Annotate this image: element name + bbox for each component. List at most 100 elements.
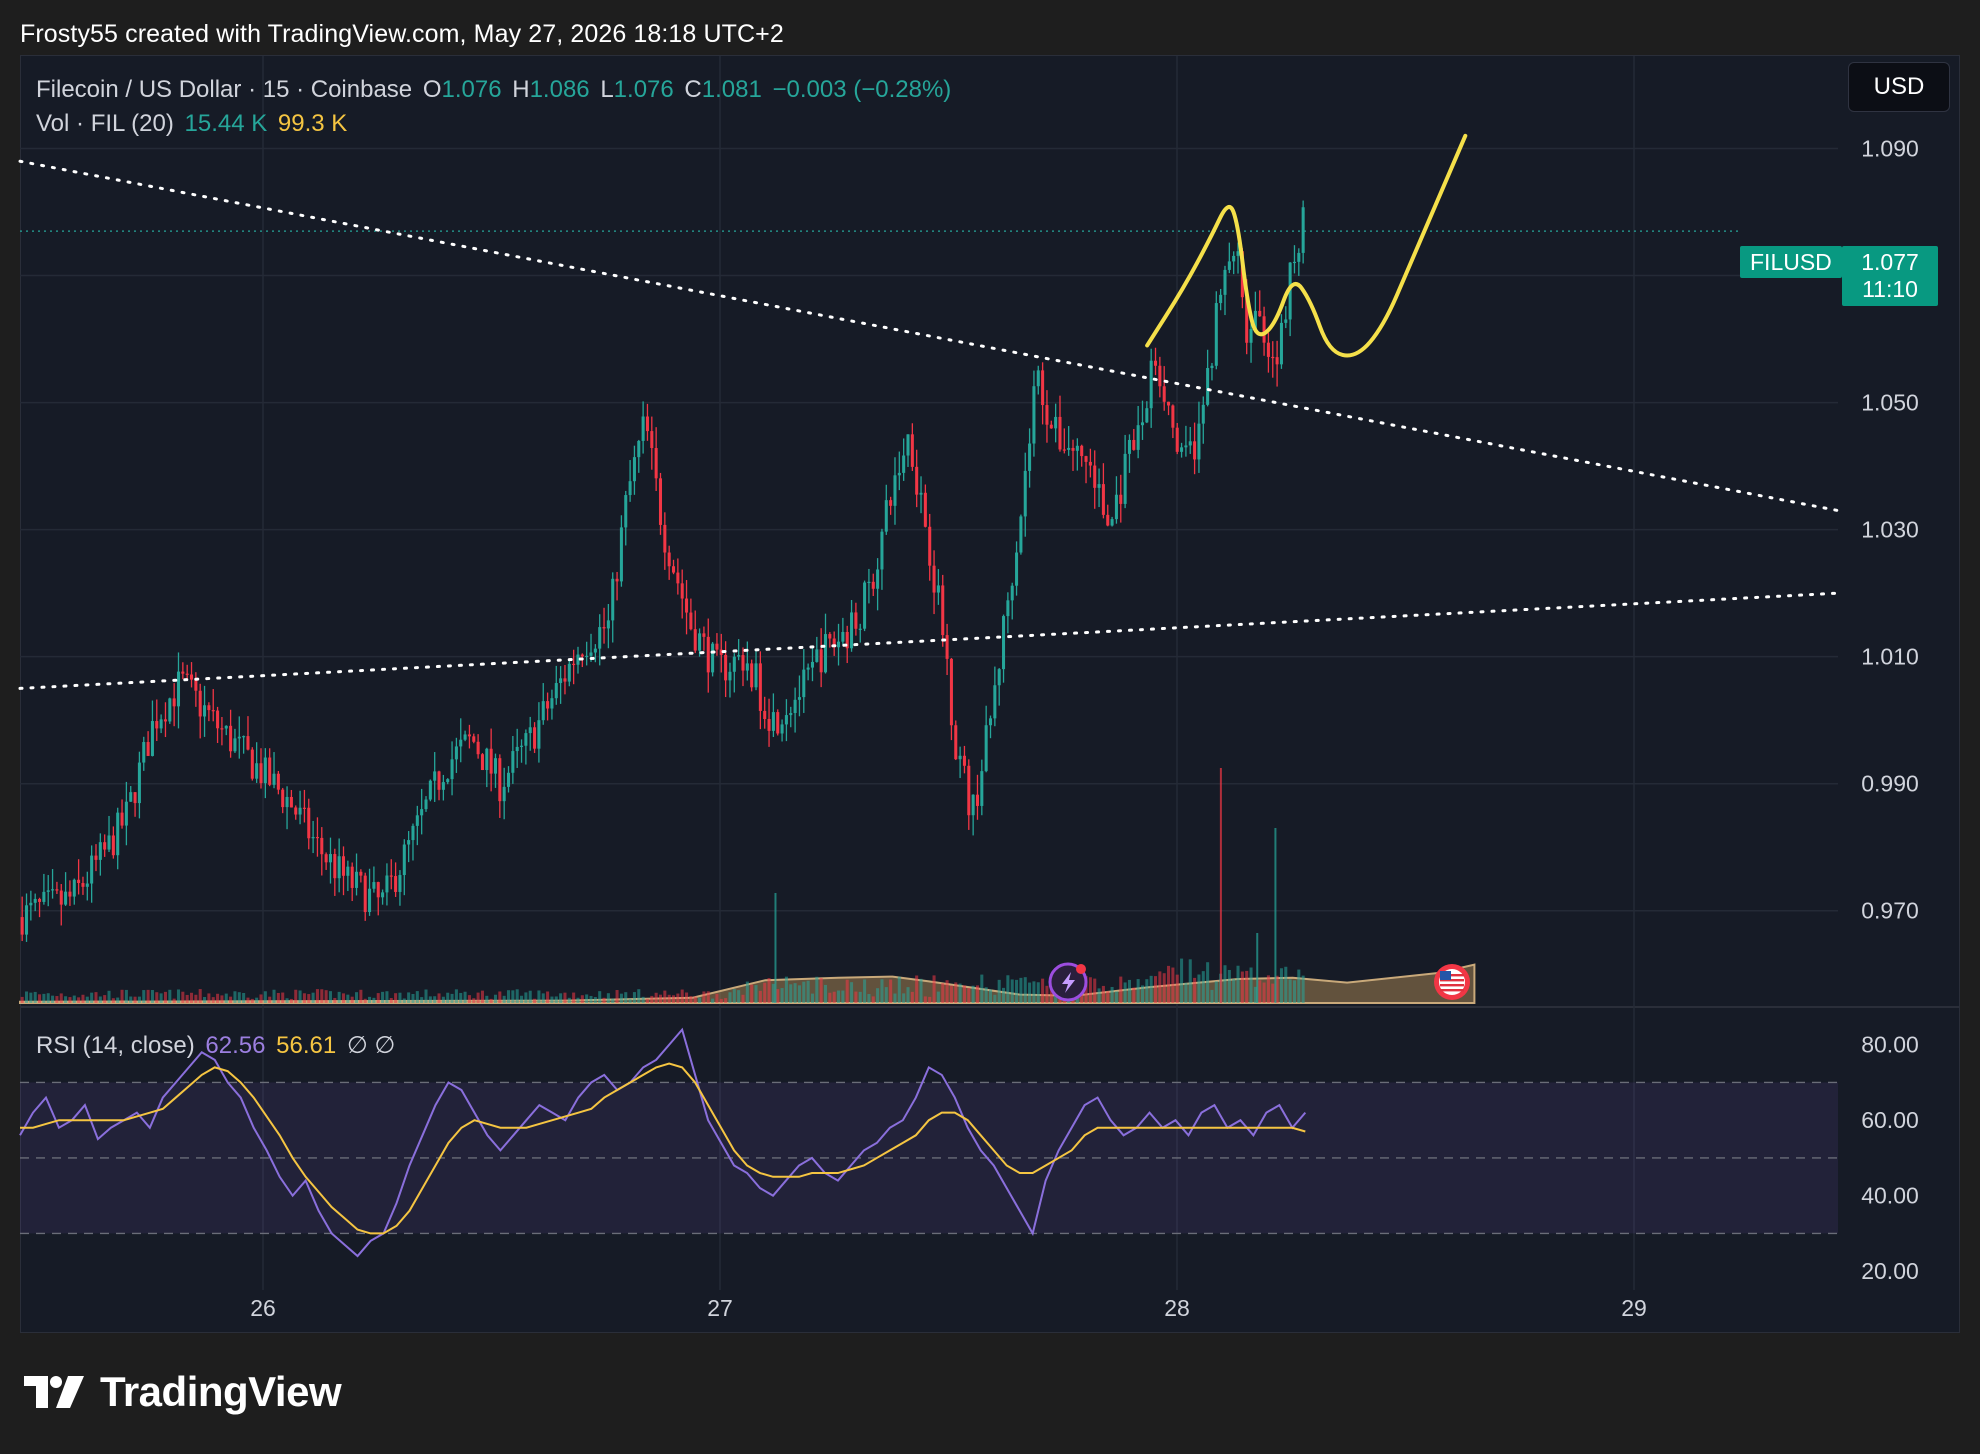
candle-body: [1271, 356, 1275, 359]
candle-body: [359, 871, 363, 876]
volume-bar: [298, 990, 302, 1003]
tradingview-brand[interactable]: TradingView: [24, 1368, 342, 1416]
candle-body: [168, 698, 172, 722]
volume-bar: [658, 994, 663, 1003]
candle-body: [754, 663, 758, 688]
candle-body: [520, 745, 524, 747]
volume-bar: [980, 974, 984, 1003]
candle-body: [615, 578, 619, 582]
candle-body: [1006, 600, 1010, 617]
volume-bar: [268, 996, 272, 1003]
volume-bar: [1149, 975, 1153, 1003]
volume-bar: [502, 995, 506, 1003]
candle-body: [246, 736, 250, 750]
candle-body: [59, 890, 63, 905]
candle-body: [815, 649, 819, 662]
volume-bar: [884, 987, 888, 1003]
volume-bar: [797, 985, 801, 1003]
candle-body: [376, 882, 380, 898]
symbol-title[interactable]: Filecoin / US Dollar · 15 · Coinbase: [36, 76, 413, 103]
candle-body: [459, 739, 463, 747]
volume-bar: [676, 993, 680, 1003]
rsi-axis-label: 40.00: [1861, 1183, 1919, 1209]
volume-label[interactable]: Vol · FIL (20): [36, 110, 174, 137]
candle-body: [1188, 441, 1192, 446]
candle-body: [1158, 365, 1162, 387]
candle-body: [337, 856, 341, 879]
volume-bar: [311, 992, 315, 1003]
candle-body: [1119, 494, 1123, 504]
rsi-label[interactable]: RSI (14, close): [36, 1032, 195, 1059]
candle-body: [645, 416, 649, 432]
candle-body: [663, 524, 667, 553]
volume-bar: [632, 992, 636, 1003]
candle-body: [355, 871, 359, 888]
candle-body: [476, 741, 480, 755]
volume-bar: [1275, 975, 1279, 1003]
volume-bar: [737, 990, 741, 1003]
candle-body: [255, 763, 259, 779]
candle-body: [980, 771, 984, 806]
volume-bar: [1297, 969, 1301, 1003]
candle-body: [1028, 443, 1032, 471]
volume-bar: [1214, 981, 1218, 1003]
candle-body: [658, 478, 663, 525]
volume-bar: [1140, 985, 1145, 1003]
volume-bar: [1249, 967, 1253, 1003]
chart-panel[interactable]: [20, 55, 1960, 1333]
candle-body: [150, 721, 154, 756]
price-axis-label: 1.030: [1861, 517, 1919, 543]
candle-body: [285, 796, 289, 808]
volume-bar: [46, 993, 50, 1003]
volume-bar: [424, 989, 428, 1003]
candle-body: [689, 612, 693, 630]
candle-body: [854, 612, 858, 629]
volume-bar: [437, 993, 441, 1003]
volume-bar: [381, 991, 385, 1003]
volume-bar: [307, 994, 311, 1003]
candle-body: [598, 627, 602, 649]
volume-bar: [728, 992, 732, 1003]
volume-bar: [246, 997, 250, 1003]
candle-body: [163, 719, 167, 722]
candle-body: [207, 705, 211, 711]
volume-bar: [1171, 967, 1175, 1003]
volume-bar: [628, 998, 632, 1003]
volume-bar: [954, 982, 958, 1003]
volume-bar: [784, 976, 788, 1003]
volume-bar: [880, 979, 884, 1003]
volume-bar: [1127, 979, 1131, 1003]
volume-bar: [190, 992, 194, 1003]
candle-body: [51, 889, 55, 891]
volume-bar: [993, 994, 997, 1003]
candle-body: [1162, 386, 1166, 402]
candle-body: [289, 796, 293, 808]
volume-bar: [828, 992, 832, 1003]
volume-value: 15.44 K: [184, 110, 268, 137]
volume-bar: [207, 993, 211, 1003]
volume-bar: [823, 984, 828, 1003]
volume-bar: [263, 991, 267, 1003]
candle-body: [1197, 423, 1201, 460]
volume-bar: [133, 996, 137, 1003]
candle-body: [94, 855, 98, 860]
volume-bar: [580, 995, 584, 1003]
volume-bar: [420, 997, 424, 1003]
event-dot: [1076, 964, 1086, 974]
candle-body: [242, 736, 246, 738]
candle-body: [1010, 585, 1014, 601]
candle-body: [90, 855, 94, 884]
candle-body: [485, 748, 489, 771]
volume-bar: [593, 997, 597, 1003]
candle-body: [806, 667, 810, 670]
candle-body: [871, 581, 875, 589]
candle-body: [797, 697, 801, 700]
volume-bar: [997, 979, 1001, 1003]
dotted-trendline: [18, 159, 1840, 513]
volume-bar: [172, 998, 176, 1003]
currency-button[interactable]: USD: [1848, 62, 1950, 112]
volume-bar: [850, 982, 854, 1003]
symbol-price-tag: FILUSD: [1740, 246, 1842, 278]
candle-body: [559, 678, 563, 684]
